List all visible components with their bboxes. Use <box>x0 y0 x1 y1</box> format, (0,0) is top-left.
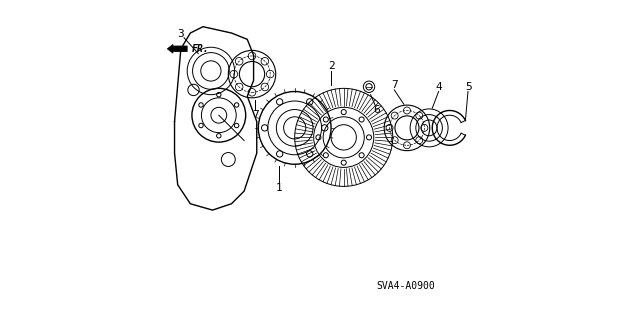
Text: 3: 3 <box>177 29 184 39</box>
FancyArrow shape <box>167 44 187 53</box>
Text: 7: 7 <box>391 80 397 90</box>
Text: 1: 1 <box>275 183 282 193</box>
Text: 6: 6 <box>374 105 380 115</box>
Text: FR.: FR. <box>192 44 209 54</box>
Text: 2: 2 <box>328 61 335 71</box>
Text: 4: 4 <box>436 82 443 93</box>
Text: 5: 5 <box>465 82 472 93</box>
Text: 7: 7 <box>252 110 259 120</box>
Text: SVA4-A0900: SVA4-A0900 <box>376 281 435 291</box>
